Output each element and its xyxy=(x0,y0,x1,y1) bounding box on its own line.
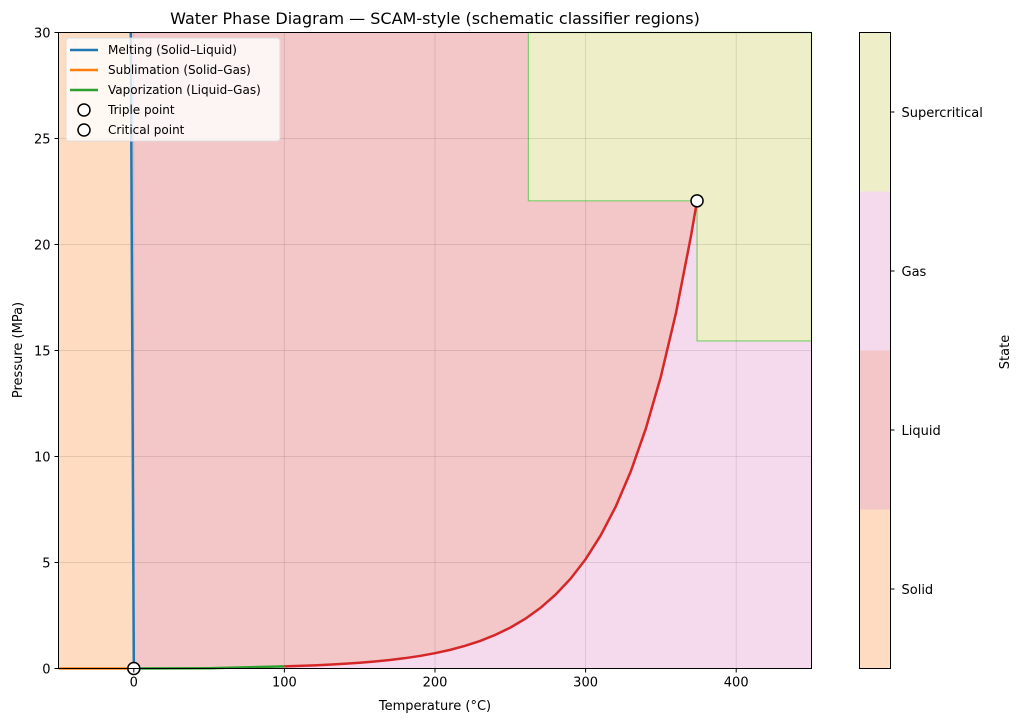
colorbar-segment-liquid xyxy=(860,351,891,510)
colorbar-segment-solid xyxy=(860,510,891,669)
colorbar-tick-label: Solid xyxy=(902,583,934,598)
legend-label: Triple point xyxy=(107,103,175,117)
legend-label: Sublimation (Solid–Gas) xyxy=(108,63,251,77)
y-tick-label: 20 xyxy=(34,239,51,254)
colorbar-label: State xyxy=(998,335,1013,369)
x-tick-label: 400 xyxy=(724,676,749,691)
y-tick-label: 25 xyxy=(34,133,51,148)
x-tick-label: 100 xyxy=(272,676,297,691)
x-ticks: 0 100 200 300 400 xyxy=(130,669,749,691)
colorbar-segment-supercritical xyxy=(860,33,891,192)
legend-label: Critical point xyxy=(108,123,185,137)
y-tick-label: 15 xyxy=(34,345,51,360)
legend-label: Vaporization (Liquid–Gas) xyxy=(108,83,261,97)
colorbar-tick-label: Gas xyxy=(902,265,927,280)
legend-label: Melting (Solid–Liquid) xyxy=(108,43,237,57)
y-tick-label: 5 xyxy=(42,557,50,572)
legend-marker xyxy=(78,124,90,136)
colorbar: Solid Liquid Gas Supercritical xyxy=(860,33,983,669)
colorbar-tick-label: Liquid xyxy=(902,424,941,439)
y-ticks: 0 5 10 15 20 25 30 xyxy=(34,27,59,678)
y-axis-label: Pressure (MPa) xyxy=(11,302,26,398)
x-tick-label: 0 xyxy=(130,676,138,691)
x-tick-label: 200 xyxy=(423,676,448,691)
y-tick-label: 10 xyxy=(34,451,51,466)
y-tick-label: 30 xyxy=(34,27,51,42)
y-tick-label: 0 xyxy=(42,663,50,678)
x-axis-label: Temperature (°C) xyxy=(378,699,491,714)
chart-title: Water Phase Diagram — SCAM-style (schema… xyxy=(170,9,700,28)
critical-point-marker xyxy=(691,195,703,207)
colorbar-tick-label: Supercritical xyxy=(902,106,983,121)
legend: Melting (Solid–Liquid) Sublimation (Solid… xyxy=(66,38,280,141)
x-tick-label: 300 xyxy=(573,676,598,691)
legend-marker xyxy=(78,104,90,116)
colorbar-segment-gas xyxy=(860,192,891,351)
